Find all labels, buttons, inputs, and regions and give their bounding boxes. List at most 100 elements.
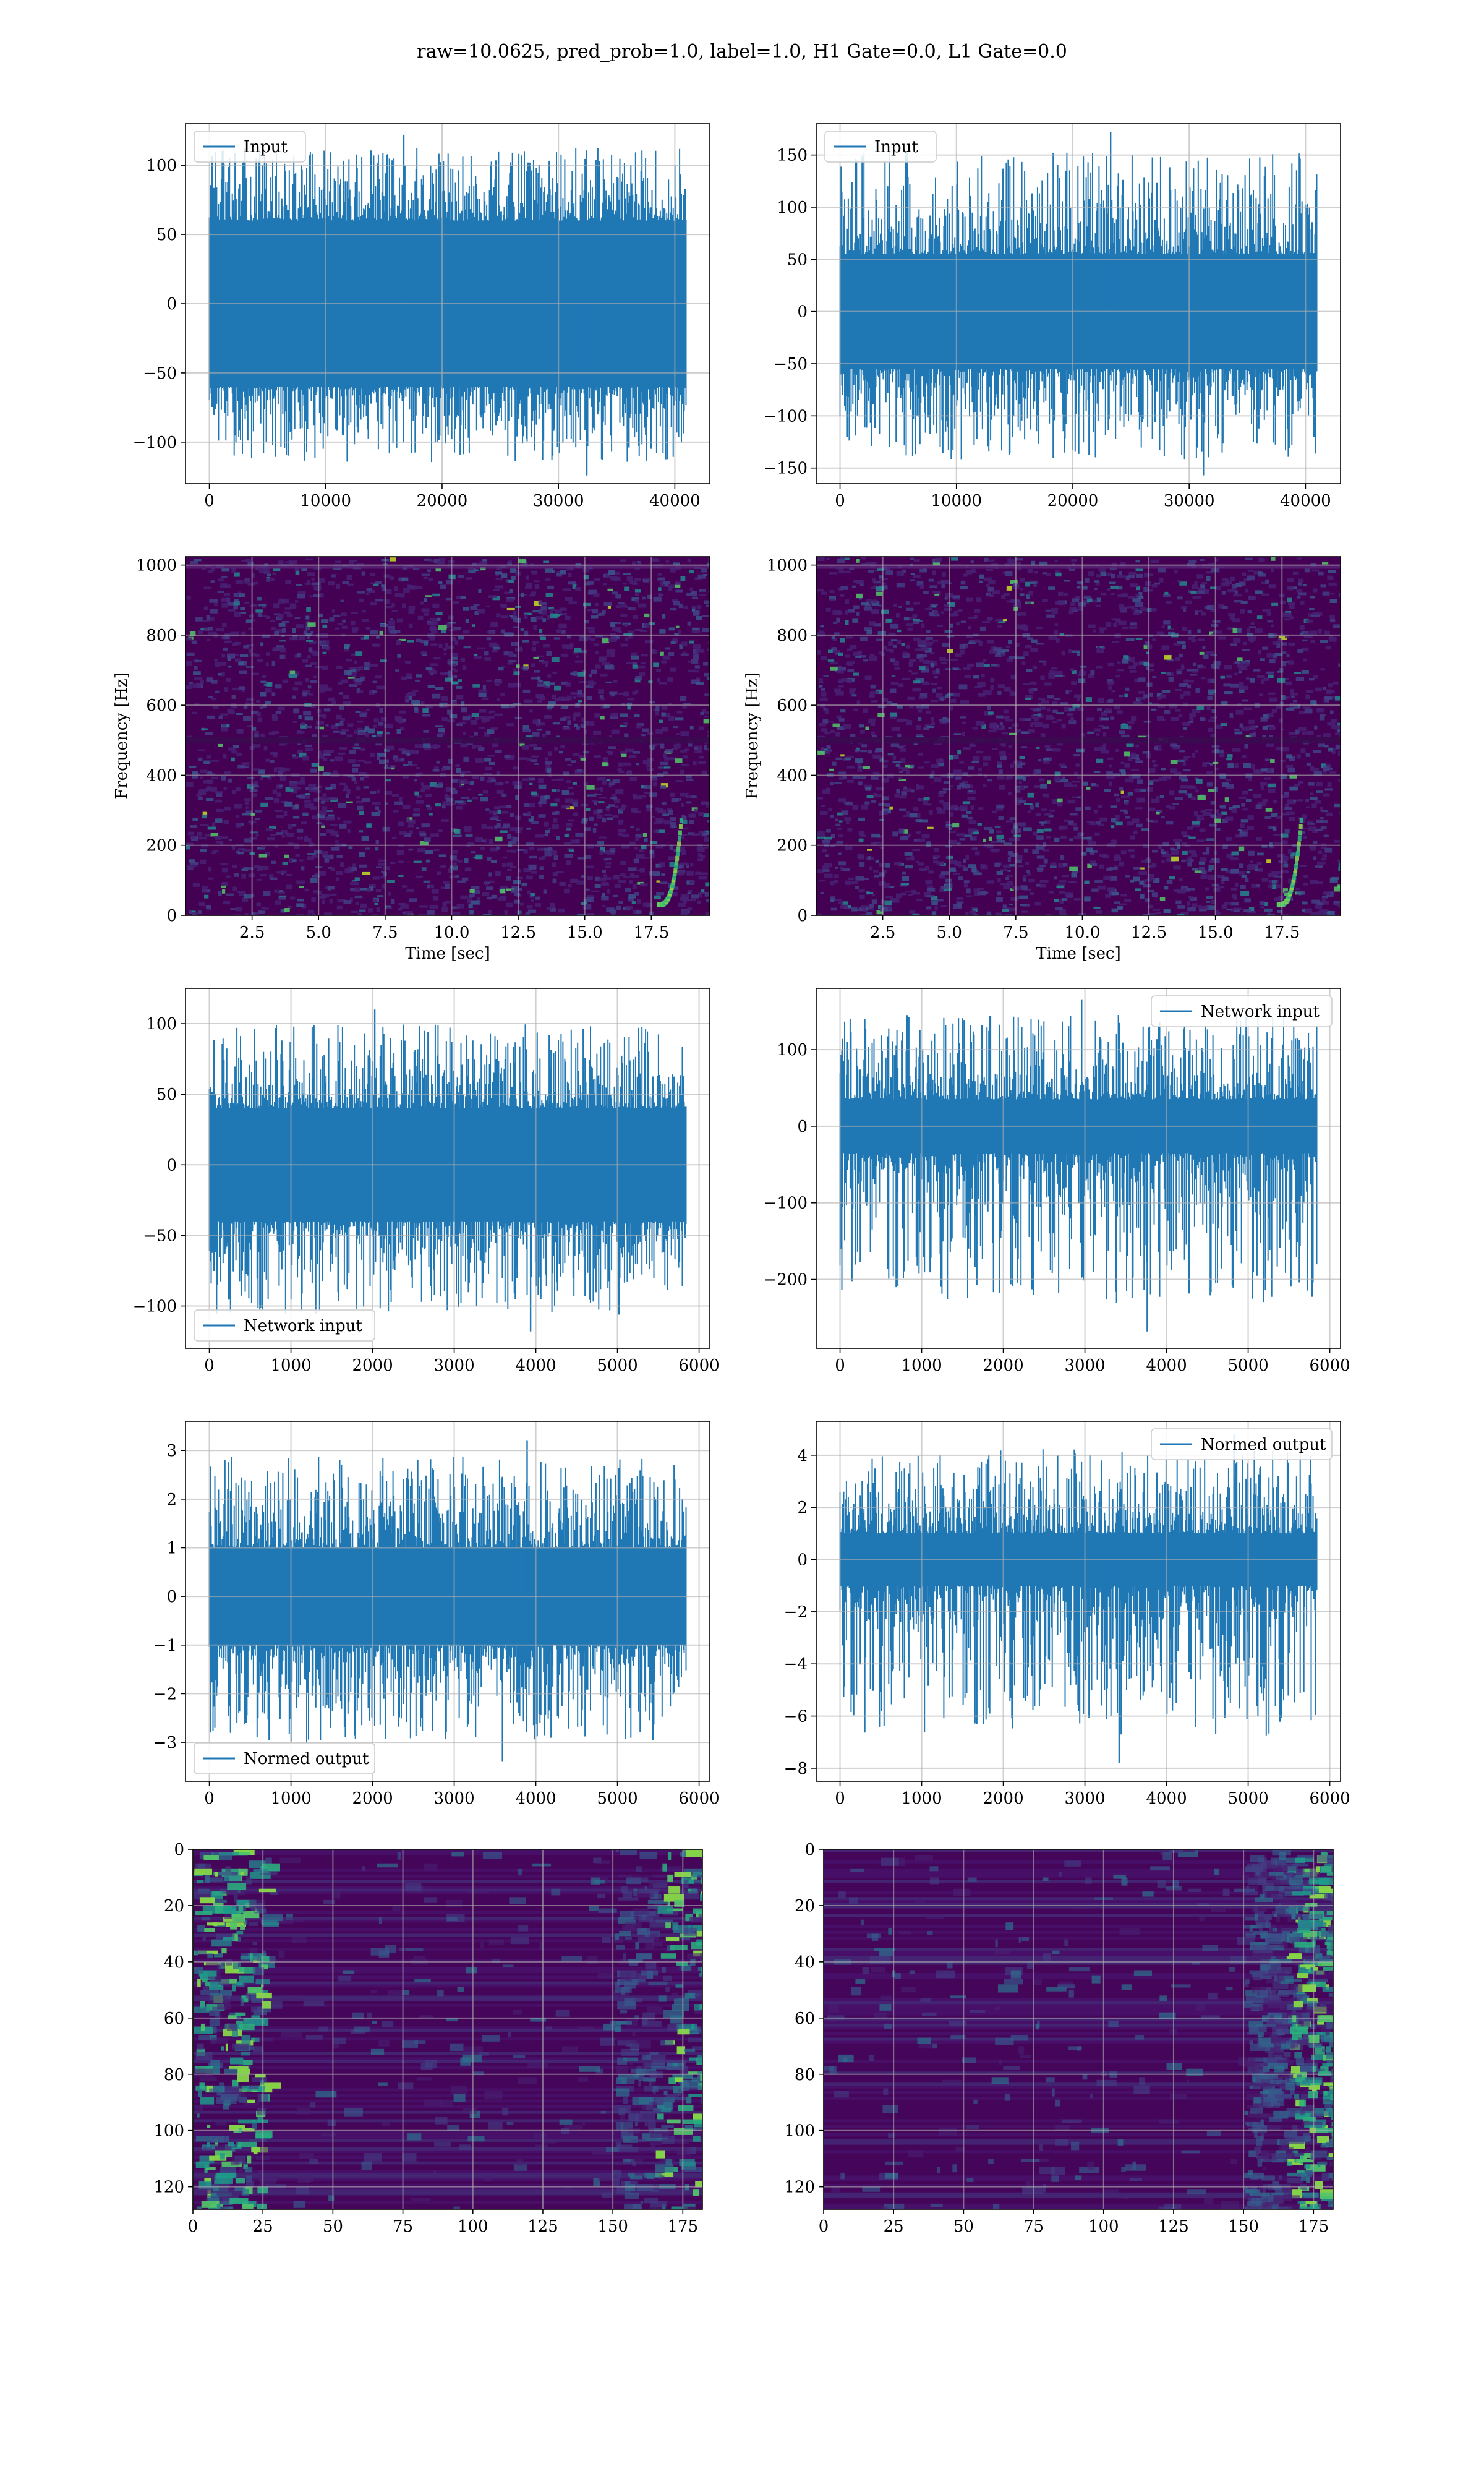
x-tick-label: 0 <box>188 2217 198 2236</box>
x-tick-label: 175 <box>667 2217 698 2236</box>
x-tick-label: 5.0 <box>306 923 331 942</box>
x-tick-label: 5000 <box>597 1789 638 1808</box>
y-tick-label: 100 <box>146 1015 177 1034</box>
x-tick-label: 6000 <box>678 1789 719 1808</box>
x-tick-label: 3000 <box>1064 1356 1105 1375</box>
x-tick-label: 40000 <box>649 492 701 510</box>
y-tick-label: 400 <box>777 766 808 785</box>
x-tick-label: 150 <box>597 2217 628 2236</box>
h1-spectrogram-panel: 2.5 5.0 7.5 10.0 12.5 15.0 17.5 0 200 400 600 800 10… <box>113 556 710 963</box>
h1-input-grid <box>186 124 710 484</box>
series-spikes <box>208 1457 687 1744</box>
l1-feature-map-heatmap <box>824 1849 1333 2209</box>
y-tick-label: −150 <box>764 460 808 478</box>
x-tick-label: 30000 <box>533 492 584 510</box>
x-tick-label: 0 <box>835 1789 845 1808</box>
x-tick-label: 25 <box>253 2217 273 2236</box>
y-tick-label: 600 <box>146 696 177 715</box>
l1-normed-output-axes-frame <box>816 1421 1341 1782</box>
y-tick-label: 50 <box>787 250 808 269</box>
x-tick-label: 1000 <box>270 1789 311 1808</box>
x-tick-label: 5000 <box>1227 1356 1268 1375</box>
y-tick-label: 20 <box>795 1897 815 1915</box>
l1-network-input-grid <box>816 988 1341 1348</box>
series-spikes <box>839 1015 1318 1303</box>
l1-normed-output-grid <box>816 1421 1341 1781</box>
x-tick-label: 3000 <box>433 1789 474 1808</box>
y-tick-label: 0 <box>166 1156 177 1175</box>
h1-feature-map-heatmap <box>193 1849 702 2209</box>
x-tick-label: 2000 <box>352 1789 393 1808</box>
series-spikes <box>208 1024 687 1315</box>
legend-label: Normed output <box>1201 1436 1326 1454</box>
h1-input-panel: 0 10000 20000 30000 40000 −100 −50 0 50 100 Input <box>133 123 710 510</box>
x-tick-label: 5000 <box>597 1356 638 1375</box>
x-tick-label: 4000 <box>515 1789 556 1808</box>
legend-box <box>194 1309 375 1342</box>
y-axis-label: Frequency [Hz] <box>113 672 131 800</box>
legend-label: Network input <box>1201 1003 1320 1021</box>
y-tick-label: 50 <box>156 226 177 244</box>
x-tick-label: 5.0 <box>937 923 962 942</box>
y-tick-label: 60 <box>795 2010 815 2028</box>
h1-network-input-series-line <box>208 1009 687 1332</box>
y-tick-label: 0 <box>797 303 808 322</box>
x-tick-label: 30000 <box>1164 492 1215 510</box>
x-tick-label: 1000 <box>901 1356 942 1375</box>
x-tick-label: 75 <box>1023 2217 1044 2236</box>
line-band <box>816 565 1341 569</box>
y-tick-label: −50 <box>143 364 177 383</box>
y-tick-label: 120 <box>153 2178 184 2197</box>
y-tick-label: 1000 <box>136 557 177 575</box>
x-tick-label: 20000 <box>417 492 468 510</box>
y-tick-label: 60 <box>164 2010 184 2028</box>
x-tick-label: 1000 <box>901 1789 942 1808</box>
y-tick-label: −2 <box>784 1603 808 1622</box>
legend-box <box>824 131 937 163</box>
l1-normed-output-series-line <box>839 1434 1318 1763</box>
l1-spectrogram-axes-frame <box>816 556 1341 916</box>
y-tick-label: −8 <box>784 1760 808 1778</box>
x-tick-label: 7.5 <box>1003 923 1028 942</box>
x-tick-label: 10000 <box>931 492 982 510</box>
y-tick-label: 100 <box>777 199 808 217</box>
l1-network-input-legend: Network input <box>1151 995 1333 1027</box>
y-tick-label: 100 <box>777 1041 808 1059</box>
x-tick-label: 50 <box>953 2217 974 2236</box>
y-tick-label: 0 <box>797 1551 808 1570</box>
x-tick-label: 2.5 <box>870 923 895 942</box>
x-tick-label: 50 <box>323 2217 343 2236</box>
x-axis-label: Time [sec] <box>405 944 490 963</box>
legend-label: Input <box>874 138 918 156</box>
y-tick-label: −4 <box>784 1655 808 1674</box>
l1-network-input-panel: 0 1000 2000 3000 4000 5000 6000 −200 −100 0 100 Net… <box>764 988 1350 1375</box>
x-tick-label: 75 <box>393 2217 413 2236</box>
h1-normed-output-series-line <box>208 1440 687 1762</box>
x-tick-label: 4000 <box>1146 1356 1187 1375</box>
y-tick-label: 40 <box>164 1953 184 1972</box>
y-tick-label: −100 <box>764 1194 808 1213</box>
l1-input-legend: Input <box>824 131 937 163</box>
x-tick-label: 10.0 <box>434 923 470 942</box>
x-tick-label: 175 <box>1298 2217 1329 2236</box>
y-tick-label: 0 <box>797 907 808 925</box>
y-tick-label: 200 <box>146 837 177 855</box>
x-tick-label: 2000 <box>983 1789 1023 1808</box>
legend-label: Normed output <box>244 1750 369 1768</box>
h1-normed-output-grid <box>186 1421 710 1781</box>
y-tick-label: 50 <box>156 1085 177 1104</box>
x-tick-label: 2000 <box>983 1356 1023 1375</box>
l1-input-axes-frame <box>816 123 1341 484</box>
x-tick-label: 3000 <box>1064 1789 1105 1808</box>
x-tick-label: 5000 <box>1227 1789 1268 1808</box>
y-tick-label: −50 <box>143 1226 177 1245</box>
x-tick-label: 7.5 <box>372 923 398 942</box>
y-tick-label: 100 <box>146 156 177 175</box>
y-tick-label: 120 <box>784 2178 815 2197</box>
y-tick-label: 40 <box>795 1953 815 1972</box>
notch-band <box>816 737 1341 744</box>
x-tick-label: 4000 <box>515 1356 556 1375</box>
series-spikes <box>839 1449 1318 1736</box>
l1-network-input-axes-frame <box>816 988 1341 1349</box>
h1-normed-output-panel: 0 1000 2000 3000 4000 5000 6000 −3 −2 −1 0 1 2 3 Norme… <box>153 1421 720 1808</box>
